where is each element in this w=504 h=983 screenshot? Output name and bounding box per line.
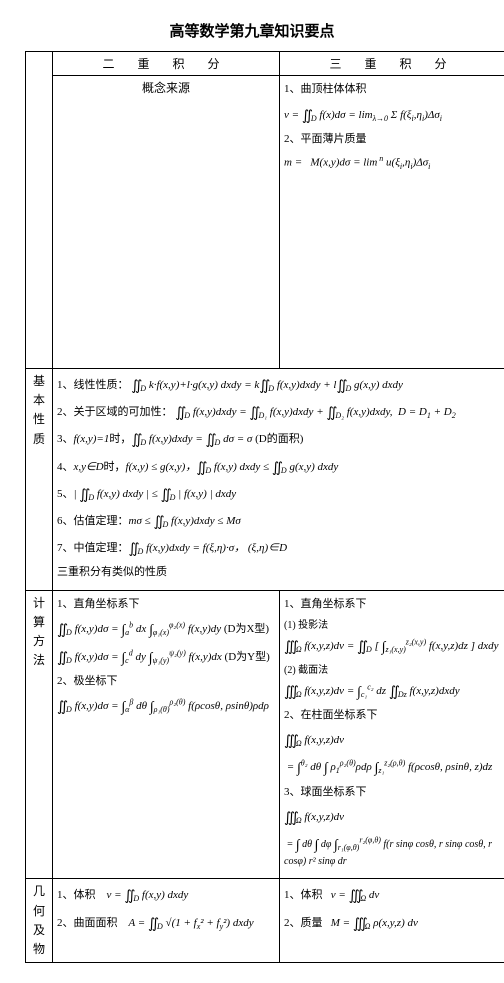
r3R1n1: (1) 投影法	[284, 618, 502, 633]
p6: 6、估值定理：mσ ≤ ∬D f(x,y)dxdy ≤ Mσ	[57, 510, 502, 531]
r3L1: 1、直角坐标系下	[57, 598, 140, 610]
r3R2b: = ∫θ₂ dθ ∫ ρ1ρ₂(θ)ρdρ ∫z₁z₂(ρ,θ) f(ρcosθ…	[284, 756, 502, 777]
p1: ∬D k·f(x,y)+l·g(x,y) dxdy = k∬D f(x,y)dx…	[131, 379, 403, 391]
r4R1f: v = ∭Ω dv	[331, 889, 380, 901]
r4L1f: v = ∬D f(x,y) dxdy	[107, 889, 189, 901]
p2: ∬D f(x,y)dxdy = ∬D₁ f(x,y)dxdy + ∬D₂ f(x…	[175, 406, 455, 418]
side-calc: 计算方法	[26, 590, 53, 878]
p2pre: 2、关于区域的可加性：	[57, 406, 173, 418]
r1-L2: 2、平面薄片质量	[284, 133, 367, 145]
p1pre: 1、线性性质：	[57, 379, 129, 391]
page-title: 高等数学第九章知识要点	[25, 20, 479, 41]
r3R2a: ∭Ω f(x,y,z)dv	[284, 729, 502, 750]
side-props: 基本性质	[26, 369, 53, 591]
p3b: 4、x,y∈D时，f(x,y) ≤ g(x,y)，∬D f(x,y) dxdy …	[57, 456, 502, 477]
cell-geo-right: 1、体积 v = ∭Ω dv 2、质量 M = ∭Ω ρ(x,y,z) dv	[280, 879, 504, 963]
r3R2: 2、在柱面坐标系下	[284, 709, 378, 721]
r4L2: 2、曲面面积	[57, 917, 118, 929]
note: 三重积分有类似的性质	[57, 566, 167, 578]
r3R1n2: (2) 截面法	[284, 663, 502, 678]
r3R1a: ∭Ω f(x,y,z)dv = ∬D [ ∫z₁(x,y)z₂(x,y) f(x…	[284, 635, 502, 656]
r3L2: 2、极坐标下	[57, 675, 118, 687]
cell-geo-left: 1、体积 v = ∬D f(x,y) dxdy 2、曲面面积 A = ∬D √(…	[53, 879, 280, 963]
p7: 7、中值定理：∬D f(x,y)dxdy = f(ξ,η)·σ， (ξ,η)∈D	[57, 537, 502, 558]
r1-L1f: v = ∬D f(x)dσ = limλ→0 Σ f(ξi,ηi)Δσi	[284, 104, 502, 125]
r3R3b: = ∫ dθ ∫ dφ ∫r₁(φ,θ)r₂(φ,θ) f(r sinφ cos…	[284, 833, 502, 869]
side-concept: 概念来源	[53, 76, 280, 369]
r4L1: 1、体积	[57, 889, 96, 901]
r3R3: 3、球面坐标系下	[284, 786, 367, 798]
main-table: 二 重 积 分 三 重 积 分 概念来源 1、曲顶柱体体积 v = ∬D f(x…	[25, 51, 504, 963]
r4R2f: M = ∭Ω ρ(x,y,z) dv	[331, 917, 418, 929]
r3L1b: ∬D f(x,y)dσ = ∫cd dy ∫ψ₁(y)ψ₂(y) f(x,y)d…	[57, 646, 275, 667]
r3R1: 1、直角坐标系下	[284, 598, 367, 610]
cell-concept-left: 1、曲顶柱体体积 v = ∬D f(x)dσ = limλ→0 Σ f(ξi,η…	[280, 76, 504, 369]
r4L2f: A = ∬D √(1 + fx² + fy²) dxdy	[129, 917, 254, 929]
p3a: 3、f(x,y)=1时，∬D f(x,y)dxdy = ∬D dσ = σ (D…	[57, 428, 502, 449]
side-geo: 几何及物	[26, 879, 53, 963]
r3L2a: ∬D f(x,y)dσ = ∫αβ dθ ∫ρ₁(θ)ρ₂(θ) f(ρcosθ…	[57, 695, 275, 716]
r1-L2f: m = M(x,y)dσ = lim n u(ξi,ηi)Δσi	[284, 153, 502, 173]
r1-L1: 1、曲顶柱体体积	[284, 83, 367, 95]
r4R2: 2、质量	[284, 917, 323, 929]
cell-props: 1、线性性质： ∬D k·f(x,y)+l·g(x,y) dxdy = k∬D …	[53, 369, 504, 591]
cell-calc-right: 1、直角坐标系下 (1) 投影法 ∭Ω f(x,y,z)dv = ∬D [ ∫z…	[280, 590, 504, 878]
r3R3a: ∭Ω f(x,y,z)dv	[284, 806, 502, 827]
header-right: 三 重 积 分	[280, 52, 504, 76]
r4R1: 1、体积	[284, 889, 323, 901]
header-left: 二 重 积 分	[53, 52, 280, 76]
cell-calc-left: 1、直角坐标系下 ∬D f(x,y)dσ = ∫ab dx ∫φ₁(x)φ₂(x…	[53, 590, 280, 878]
r3R1b: ∭Ω f(x,y,z)dv = ∫c₁c₂ dz ∬Dz f(x,y,z)dxd…	[284, 680, 502, 701]
r3L1a: ∬D f(x,y)dσ = ∫ab dx ∫φ₁(x)φ₂(x) f(x,y)d…	[57, 618, 275, 639]
p5: 5、| ∬D f(x,y) dxdy | ≤ ∬D | f(x,y) | dxd…	[57, 483, 502, 504]
